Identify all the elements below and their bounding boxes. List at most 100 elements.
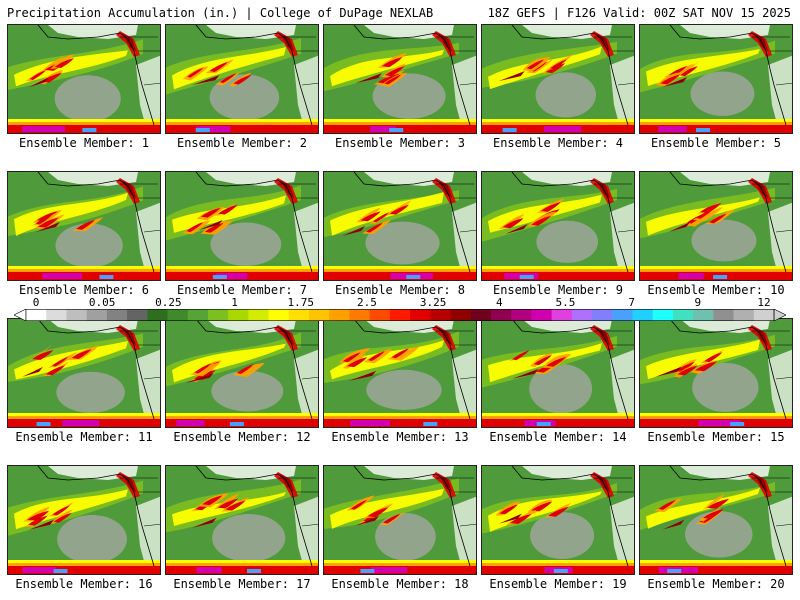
colorbar-swatch [551, 309, 573, 321]
precipitation-map [482, 172, 634, 280]
precipitation-map [482, 25, 634, 133]
colorbar-swatch [592, 309, 613, 321]
ensemble-member-label: Ensemble Member: 12 [173, 430, 311, 444]
colorbar-extend-arrow [773, 309, 786, 321]
ensemble-member-map [165, 318, 319, 428]
colorbar-tick-label: 12 [757, 296, 771, 309]
colorbar-swatch [248, 309, 270, 321]
ensemble-member-label: Ensemble Member: 1 [18, 136, 150, 150]
ensemble-member-map [323, 465, 477, 575]
ensemble-member-label: Ensemble Member: 5 [650, 136, 782, 150]
colorbar-swatch [288, 309, 310, 321]
colorbar-swatch [430, 309, 452, 321]
colorbar-tick-label: 2.5 [356, 296, 377, 309]
colorbar-swatch [369, 309, 391, 321]
ensemble-member-label: Ensemble Member: 19 [489, 577, 627, 591]
colorbar-swatch [450, 309, 472, 321]
colorbar-swatch [26, 309, 47, 321]
ensemble-member-label: Ensemble Member: 10 [647, 283, 785, 297]
ensemble-member-map [323, 24, 477, 134]
colorbar-swatch [207, 309, 229, 321]
colorbar-swatch [410, 309, 431, 321]
colorbar-tick-label: 5.5 [555, 296, 576, 309]
colorbar-swatch [490, 309, 512, 321]
ensemble-member-label: Ensemble Member: 16 [15, 577, 153, 591]
precipitation-map [640, 25, 792, 133]
colorbar-swatch [389, 309, 411, 321]
precipitation-map [324, 319, 476, 427]
ensemble-member-map [481, 465, 635, 575]
colorbar-swatch [127, 309, 148, 321]
colorbar-tick-label: 7 [628, 296, 635, 309]
ensemble-member-label: Ensemble Member: 8 [334, 283, 466, 297]
colorbar-swatch [228, 309, 249, 321]
precipitation-map [8, 25, 160, 133]
ensemble-member-map [323, 318, 477, 428]
precipitation-map [166, 172, 318, 280]
colorbar-tick-label: 9 [694, 296, 702, 309]
ensemble-member-map [639, 171, 793, 281]
colorbar-swatch [571, 309, 593, 321]
colorbar-swatch [46, 309, 67, 321]
ensemble-member-label: Ensemble Member: 2 [176, 136, 308, 150]
ensemble-member-label: Ensemble Member: 3 [334, 136, 466, 150]
ensemble-member-label: Ensemble Member: 9 [492, 283, 624, 297]
ensemble-member-map [7, 465, 161, 575]
colorbar-swatch [470, 309, 492, 321]
ensemble-member-label: Ensemble Member: 14 [489, 430, 627, 444]
precipitation-map [640, 172, 792, 280]
precipitation-map [166, 25, 318, 133]
colorbar-tick-label: 3.25 [419, 296, 447, 309]
colorbar-swatch [693, 309, 714, 321]
precipitation-map [8, 172, 160, 280]
ensemble-member-label: Ensemble Member: 17 [173, 577, 311, 591]
ensemble-member-map [639, 465, 793, 575]
ensemble-member-label: Ensemble Member: 7 [176, 283, 308, 297]
colorbar-swatch [511, 309, 532, 321]
ensemble-member-map [165, 465, 319, 575]
colorbar-swatch [652, 309, 674, 321]
ensemble-member-map [7, 171, 161, 281]
colorbar-swatch [268, 309, 290, 321]
colorbar-tick-label: 4 [495, 296, 503, 309]
precipitation-colorbar [14, 309, 786, 321]
colorbar-swatch [106, 309, 128, 321]
ensemble-member-label: Ensemble Member: 6 [18, 283, 150, 297]
precipitation-map [166, 319, 318, 427]
colorbar-tick-label: 1.75 [287, 296, 314, 309]
colorbar-swatch [531, 309, 553, 321]
model-run-info: 18Z GEFS | F126 Valid: 00Z SAT NOV 15 20… [487, 6, 791, 20]
precipitation-map [482, 466, 634, 574]
ensemble-member-label: Ensemble Member: 15 [647, 430, 785, 444]
colorbar-tick-label: 1 [231, 296, 238, 309]
ensemble-member-map [7, 24, 161, 134]
colorbar-outline [25, 309, 775, 321]
colorbar-swatch [309, 309, 330, 321]
precipitation-map [324, 466, 476, 574]
ensemble-member-label: Ensemble Member: 13 [331, 430, 469, 444]
ensemble-member-map [165, 24, 319, 134]
colorbar-tick-label: 0.25 [155, 296, 182, 309]
ensemble-member-map [639, 318, 793, 428]
colorbar-swatch [753, 309, 775, 321]
precipitation-map [482, 319, 634, 427]
ensemble-member-label: Ensemble Member: 11 [15, 430, 153, 444]
colorbar-swatch [349, 309, 371, 321]
colorbar-swatch [733, 309, 755, 321]
colorbar-swatch [612, 309, 633, 321]
colorbar-swatch [713, 309, 735, 321]
colorbar-swatch [167, 309, 189, 321]
ensemble-member-map [481, 318, 635, 428]
colorbar-tick-label: 0 [32, 296, 40, 309]
colorbar-swatch [187, 309, 209, 321]
ensemble-member-map [639, 24, 793, 134]
colorbar-swatch [66, 309, 88, 321]
precipitation-map [640, 466, 792, 574]
ensemble-member-map [481, 24, 635, 134]
precipitation-map [324, 172, 476, 280]
ensemble-member-map [481, 171, 635, 281]
colorbar-extend-arrow [14, 309, 27, 321]
colorbar-tick-label: 0.05 [88, 296, 116, 309]
ensemble-member-map [323, 171, 477, 281]
ensemble-member-label: Ensemble Member: 18 [331, 577, 469, 591]
